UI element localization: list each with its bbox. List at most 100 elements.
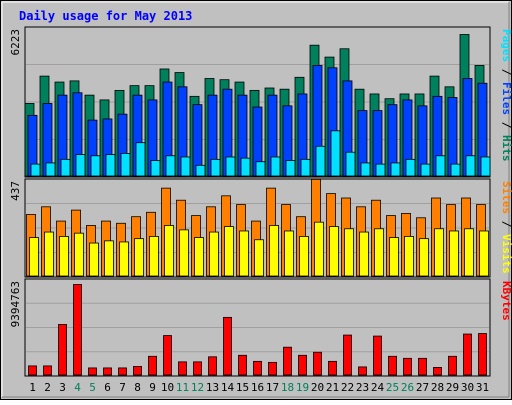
x-tick-label: 27 bbox=[416, 381, 429, 394]
x-tick-label: 10 bbox=[161, 381, 174, 394]
bar-pages-28 bbox=[435, 155, 446, 177]
x-tick-label: 29 bbox=[446, 381, 459, 394]
x-tick-label: 6 bbox=[104, 381, 111, 394]
x-axis-labels: 1 2 3 4 5 6 7 8 9 10 11 12 13 14 15 16 17 18 19 20 21 22 23 24 2… bbox=[29, 381, 489, 394]
bar-visits-22 bbox=[344, 228, 354, 277]
x-tick-label: 5 bbox=[89, 381, 96, 394]
x-tick-label: 19 bbox=[296, 381, 309, 394]
x-tick-label: 3 bbox=[59, 381, 66, 394]
x-tick-label: 7 bbox=[119, 381, 126, 394]
legend-entry: Files bbox=[500, 82, 512, 115]
bar-kbytes-2 bbox=[43, 365, 52, 376]
bar-pages-17 bbox=[270, 156, 281, 177]
bar-visits-18 bbox=[284, 230, 294, 277]
x-tick-label: 13 bbox=[206, 381, 219, 394]
x-tick-label: 18 bbox=[281, 381, 294, 394]
bar-kbytes-23 bbox=[358, 366, 367, 376]
bar-kbytes-30 bbox=[463, 333, 472, 376]
panel-frame bbox=[24, 178, 491, 278]
bar-pages-10 bbox=[165, 155, 176, 177]
x-tick-label: 28 bbox=[431, 381, 444, 394]
bar-kbytes-8 bbox=[133, 365, 142, 376]
bar-visits-1 bbox=[29, 237, 39, 277]
bar-visits-19 bbox=[299, 236, 309, 277]
legend-separator: / bbox=[500, 115, 512, 135]
panel-hits-files-pages: 6223 Pages / Files / Hits bbox=[9, 26, 512, 178]
bar-visits-29 bbox=[449, 230, 459, 277]
legend-entry: Pages bbox=[500, 29, 512, 62]
panel-frame bbox=[24, 26, 491, 178]
bar-visits-10 bbox=[164, 225, 174, 277]
bar-kbytes-1 bbox=[28, 365, 37, 376]
bar-pages-22 bbox=[345, 151, 356, 177]
bar-visits-28 bbox=[434, 228, 444, 277]
bar-visits-5 bbox=[89, 242, 99, 277]
bar-pages-2 bbox=[45, 162, 56, 177]
bar-pages-19 bbox=[300, 158, 311, 177]
x-tick-label: 24 bbox=[371, 381, 385, 394]
bar-kbytes-4 bbox=[73, 284, 82, 376]
bar-pages-25 bbox=[390, 162, 401, 177]
bar-kbytes-29 bbox=[448, 355, 457, 376]
bar-pages-31 bbox=[480, 156, 491, 177]
bar-pages-8 bbox=[135, 142, 146, 177]
x-tick-label: 2 bbox=[44, 381, 51, 394]
bar-pages-29 bbox=[450, 163, 461, 177]
bar-visits-16 bbox=[254, 239, 264, 277]
bar-kbytes-5 bbox=[88, 367, 97, 376]
x-tick-label: 25 bbox=[386, 381, 399, 394]
bar-visits-30 bbox=[464, 228, 474, 277]
bar-pages-26 bbox=[405, 158, 416, 177]
x-tick-label: 16 bbox=[251, 381, 264, 394]
bar-kbytes-16 bbox=[253, 360, 262, 376]
bar-pages-13 bbox=[210, 158, 221, 177]
legend-separator: / bbox=[500, 214, 512, 234]
bar-pages-6 bbox=[105, 154, 116, 177]
series-kbytes bbox=[28, 284, 487, 376]
y-max-label: 9394763 bbox=[9, 281, 22, 327]
bar-kbytes-6 bbox=[103, 367, 112, 376]
bar-visits-11 bbox=[179, 229, 189, 277]
x-tick-label: 31 bbox=[476, 381, 489, 394]
legend: KBytes bbox=[500, 281, 512, 321]
bar-kbytes-12 bbox=[193, 361, 202, 376]
bar-visits-27 bbox=[419, 238, 429, 277]
legend-entry: KBytes bbox=[500, 281, 512, 321]
y-max-label: 6223 bbox=[9, 29, 22, 56]
bar-kbytes-25 bbox=[388, 355, 397, 376]
bar-pages-5 bbox=[90, 155, 101, 177]
bar-kbytes-21 bbox=[328, 360, 337, 376]
bar-visits-12 bbox=[194, 237, 204, 277]
x-tick-label: 21 bbox=[326, 381, 339, 394]
legend-entry: Visits bbox=[500, 234, 512, 274]
x-tick-label: 15 bbox=[236, 381, 249, 394]
legend: Sites / Visits bbox=[500, 181, 512, 274]
bar-kbytes-14 bbox=[223, 316, 232, 376]
x-tick-label: 9 bbox=[149, 381, 156, 394]
bar-visits-2 bbox=[44, 231, 54, 277]
x-tick-label: 30 bbox=[461, 381, 474, 394]
bar-pages-30 bbox=[465, 155, 476, 177]
legend-separator: / bbox=[500, 62, 512, 82]
x-tick-label: 12 bbox=[191, 381, 204, 394]
x-tick-label: 11 bbox=[176, 381, 189, 394]
bar-visits-26 bbox=[404, 236, 414, 277]
bar-visits-3 bbox=[59, 236, 69, 277]
bar-kbytes-19 bbox=[298, 354, 307, 376]
bar-pages-21 bbox=[330, 130, 341, 177]
legend: Pages / Files / Hits bbox=[500, 29, 512, 162]
x-tick-label: 20 bbox=[311, 381, 324, 394]
bar-visits-13 bbox=[209, 231, 219, 277]
bar-kbytes-18 bbox=[283, 346, 292, 376]
series-pages bbox=[30, 130, 491, 177]
x-tick-label: 14 bbox=[221, 381, 235, 394]
bar-pages-7 bbox=[120, 153, 131, 177]
y-max-label: 437 bbox=[9, 181, 22, 201]
x-tick-label: 4 bbox=[74, 381, 81, 394]
panel-visits-sites: 437 Sites / Visits bbox=[9, 178, 512, 278]
bar-kbytes-26 bbox=[403, 357, 412, 376]
bar-kbytes-9 bbox=[148, 355, 157, 376]
x-tick-label: 17 bbox=[266, 381, 279, 394]
